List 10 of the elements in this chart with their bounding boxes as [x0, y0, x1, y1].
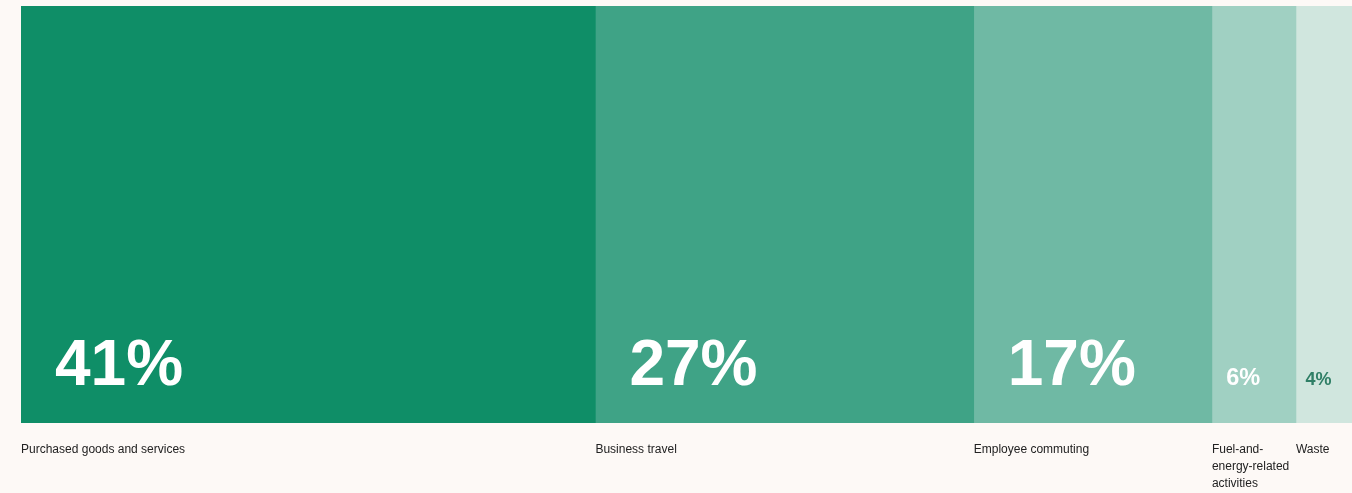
data-label: 4% — [1305, 369, 1332, 389]
series-label: Fuel-and-energy-related activities — [1211, 442, 1290, 490]
data-label: 41% — [55, 327, 184, 399]
data-label: 6% — [1226, 364, 1261, 390]
series-label: Purchased goods and services — [21, 442, 186, 456]
series-label: Business travel — [595, 442, 677, 456]
series-label: Waste — [1295, 442, 1330, 456]
data-label: 17% — [1007, 327, 1136, 399]
series-label: Employee commuting — [973, 442, 1090, 456]
data-label: 27% — [629, 327, 758, 399]
